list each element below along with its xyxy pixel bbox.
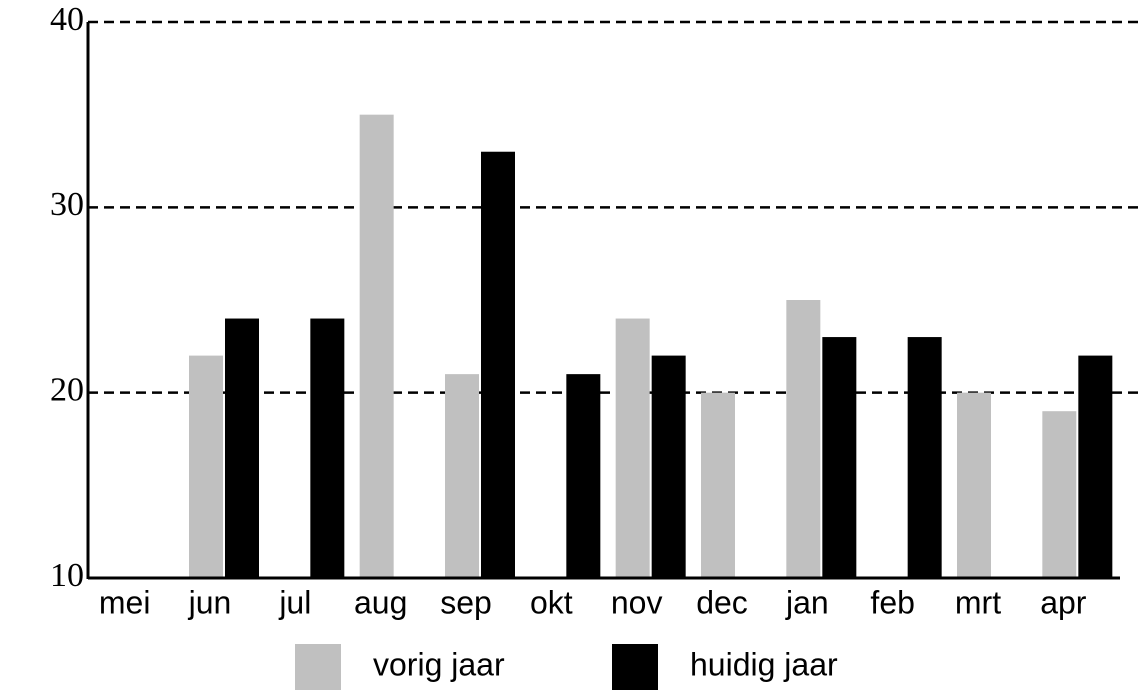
legend-swatch [295, 644, 341, 690]
x-tick-label: jun [188, 584, 232, 620]
y-tick-label: 20 [50, 371, 84, 408]
bar [786, 300, 821, 578]
x-tick-label: nov [611, 584, 663, 620]
legend-label: vorig jaar [373, 646, 505, 682]
bar [1042, 411, 1077, 578]
bar [225, 318, 259, 578]
bar [822, 337, 857, 578]
y-tick-label: 30 [50, 186, 84, 223]
x-tick-label: jul [278, 584, 311, 620]
x-tick-label: dec [696, 584, 748, 620]
bar [1078, 355, 1113, 578]
legend-swatch [612, 644, 658, 690]
legend-label: huidig jaar [690, 646, 838, 682]
bar [907, 337, 942, 578]
bar [359, 114, 394, 579]
x-tick-label: mei [99, 584, 151, 620]
bar [566, 374, 601, 578]
bar [481, 151, 515, 578]
x-tick-label: aug [354, 584, 407, 620]
bar [957, 392, 991, 578]
bar [651, 355, 686, 578]
x-tick-label: apr [1040, 584, 1087, 620]
x-tick-label: mrt [955, 584, 1001, 620]
x-tick-label: sep [440, 584, 492, 620]
y-tick-label: 10 [50, 557, 84, 594]
y-tick-label: 40 [50, 1, 84, 38]
bar [310, 318, 345, 578]
bar [615, 318, 650, 578]
bar [701, 392, 735, 578]
x-tick-label: feb [870, 584, 914, 620]
x-tick-label: jan [785, 584, 829, 620]
bar [445, 374, 479, 578]
bar [189, 355, 223, 578]
x-tick-label: okt [530, 584, 573, 620]
